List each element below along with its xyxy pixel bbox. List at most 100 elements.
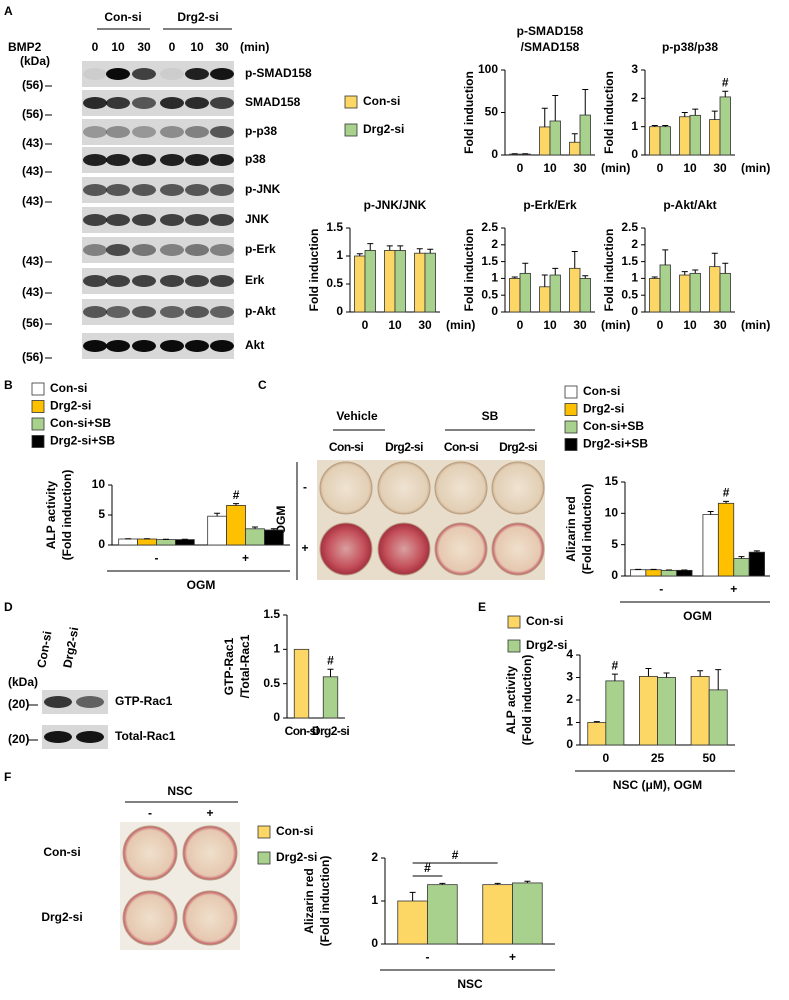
mw-label: (43)	[22, 194, 43, 208]
error-bar	[651, 125, 658, 127]
y-tick-label: 10	[605, 506, 619, 520]
y-tick-label: 15	[605, 474, 619, 488]
blot-band	[83, 126, 107, 138]
legend-label: Con-si+SB	[50, 416, 111, 430]
y-tick-label: 2	[631, 91, 638, 105]
bar	[657, 677, 676, 746]
y-tick-label: 1.5	[621, 254, 638, 268]
column-label: Drg2-si	[385, 440, 423, 454]
x-tick-label: 30	[573, 161, 587, 175]
x-tick-label: -	[155, 551, 159, 565]
band-label: p-Erk	[245, 242, 276, 256]
blot-band	[160, 340, 184, 352]
x-tick-label: 10	[683, 161, 697, 175]
blot-band	[185, 340, 209, 352]
blot-band	[160, 275, 184, 287]
y-tick-label: 2.5	[481, 220, 498, 234]
y-tick-label: 10	[92, 477, 106, 491]
blot-band	[106, 184, 130, 196]
y-tick-label: 4	[566, 647, 573, 661]
y-tick-label: 0	[566, 737, 573, 751]
blot-band	[160, 306, 184, 318]
mw-label: (56)	[22, 350, 43, 364]
y-tick-label: 1	[371, 893, 378, 907]
panel-letter: B	[4, 378, 13, 392]
panel-letter: F	[4, 770, 11, 784]
dish	[377, 522, 431, 576]
bar	[649, 126, 661, 156]
bar	[549, 274, 561, 313]
legend-swatch	[507, 639, 521, 653]
dish	[319, 522, 373, 576]
y-tick-label: 2	[566, 692, 573, 706]
blot-band	[83, 68, 107, 80]
column-label: Con-si	[444, 440, 478, 454]
y-axis-label: Fold induction	[462, 71, 476, 154]
y-tick-label: 5	[98, 507, 105, 521]
y-tick-label: 1	[336, 248, 343, 262]
blot-band	[160, 184, 184, 196]
y-axis-label: (Fold induction)	[580, 484, 594, 575]
legend-swatch	[344, 123, 358, 137]
y-tick-label: 100	[478, 62, 498, 76]
bar	[384, 249, 396, 313]
row-label: +	[301, 541, 308, 555]
blot-band	[210, 97, 234, 109]
error-bar	[270, 528, 277, 530]
error-bar	[738, 556, 745, 559]
error-bar	[692, 108, 699, 116]
lane-label: Drg2-si	[60, 626, 81, 669]
error-bar	[522, 262, 529, 274]
bar	[579, 114, 591, 156]
y-tick-label: 2	[631, 237, 638, 251]
bar	[689, 272, 701, 313]
y-tick-label: 0	[491, 304, 498, 318]
bar	[424, 252, 436, 313]
bar	[427, 884, 458, 945]
bar	[645, 569, 662, 577]
blot-band	[132, 244, 156, 256]
blot-band	[210, 126, 234, 138]
x-tick-label: 30	[713, 161, 727, 175]
x-tick-label: 10	[543, 318, 557, 332]
error-bar	[722, 90, 729, 97]
y-tick-label: 0	[491, 147, 498, 161]
y-tick-label: 3	[566, 670, 573, 684]
blot-band	[83, 306, 107, 318]
blot-band	[44, 696, 72, 708]
chart-title: p-p38/p38	[662, 40, 718, 54]
band-label: GTP-Rac1	[115, 694, 173, 708]
legend-label: Con-si	[526, 614, 563, 628]
column-label: Drg2-si	[499, 440, 537, 454]
bar	[512, 882, 543, 945]
bar	[482, 884, 513, 945]
legend-label: Drg2-si	[50, 399, 91, 413]
bar	[118, 538, 138, 546]
mw-label: (20)	[8, 697, 29, 711]
bar	[293, 648, 310, 719]
bar	[509, 277, 521, 313]
blot-band	[132, 126, 156, 138]
error-bar	[611, 673, 618, 681]
bar	[639, 675, 658, 746]
x-axis-label: NSC	[457, 977, 483, 991]
blot-band	[160, 68, 184, 80]
legend-label: Drg2-si	[363, 122, 404, 136]
error-bar	[707, 510, 714, 515]
x-tick-label: 0	[517, 318, 524, 332]
bracket-label: #	[452, 848, 459, 862]
bar	[226, 504, 246, 546]
mw-label: (56)	[22, 78, 43, 92]
blot-band	[106, 154, 130, 166]
band-label: Erk	[245, 273, 265, 287]
blot-band	[160, 126, 184, 138]
error-bar	[367, 243, 374, 251]
chart-title: p-Akt/Akt	[663, 198, 716, 212]
mw-label: (43)	[22, 254, 43, 268]
bar	[733, 558, 750, 577]
y-tick-label: 0.5	[481, 287, 498, 301]
bar	[245, 528, 265, 546]
bar	[719, 96, 731, 156]
mw-label: (20)	[8, 732, 29, 746]
